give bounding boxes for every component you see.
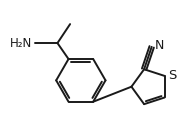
Text: H₂N: H₂N	[10, 37, 32, 50]
Text: N: N	[155, 39, 164, 52]
Text: S: S	[168, 69, 177, 82]
